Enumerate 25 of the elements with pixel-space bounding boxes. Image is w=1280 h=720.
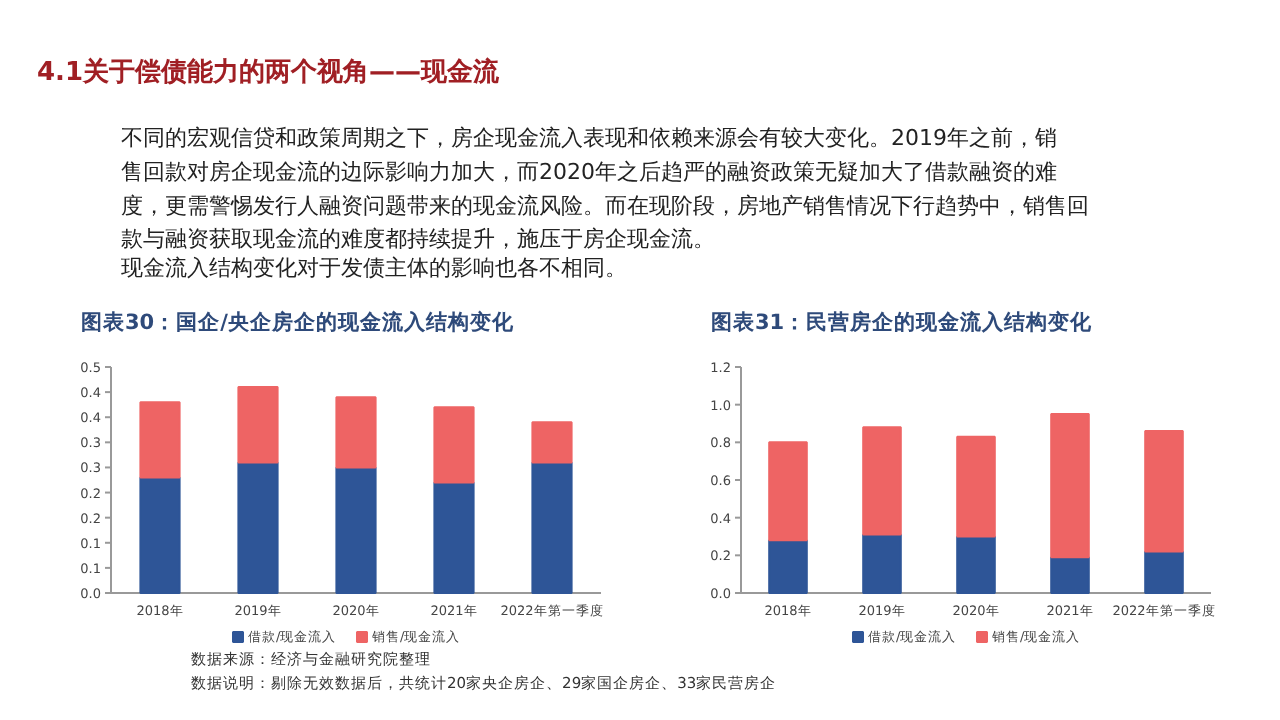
bar bbox=[956, 535, 996, 594]
bar bbox=[1050, 413, 1090, 559]
bar bbox=[768, 441, 808, 542]
bar bbox=[1144, 430, 1184, 553]
bar bbox=[862, 533, 902, 594]
bar bbox=[956, 435, 996, 538]
text: 4.1关于偿债能力的两个视角——现金流 bbox=[37, 56, 502, 88]
bar bbox=[237, 386, 279, 464]
text: 不同的宏观信贷和政策周期之下，房企现金流入表现和依赖来源会有较大变化。2019年之前，销售回款对房企现金流的边际影响力加大，而2020年之后趋严的融资政策无疑加大了借款融资的难度，更需警惕发行人融资问题带来的现金流风险。而在现阶段，房地产销售情况下行趋势中，销售回款与融资获取现金流的难度都持续提升，施压于房企现金流。 bbox=[121, 125, 1089, 253]
bar bbox=[768, 539, 808, 594]
bar bbox=[433, 481, 475, 594]
bar bbox=[1144, 550, 1184, 594]
chart-title: 图表30：国企/央企房企的现金流入结构变化 bbox=[81, 309, 516, 335]
bar bbox=[531, 421, 573, 464]
bar bbox=[531, 461, 573, 594]
bar bbox=[335, 466, 377, 594]
bar bbox=[335, 396, 377, 469]
bar bbox=[139, 401, 181, 479]
bar bbox=[1050, 556, 1090, 594]
text: 现金流入结构变化对于发债主体的影响也各不相同。 bbox=[121, 255, 627, 281]
bar bbox=[433, 406, 475, 484]
bar bbox=[862, 426, 902, 536]
chart-title: 图表31：民营房企的现金流入结构变化 bbox=[711, 309, 1095, 335]
bar bbox=[237, 461, 279, 594]
bar bbox=[139, 476, 181, 594]
